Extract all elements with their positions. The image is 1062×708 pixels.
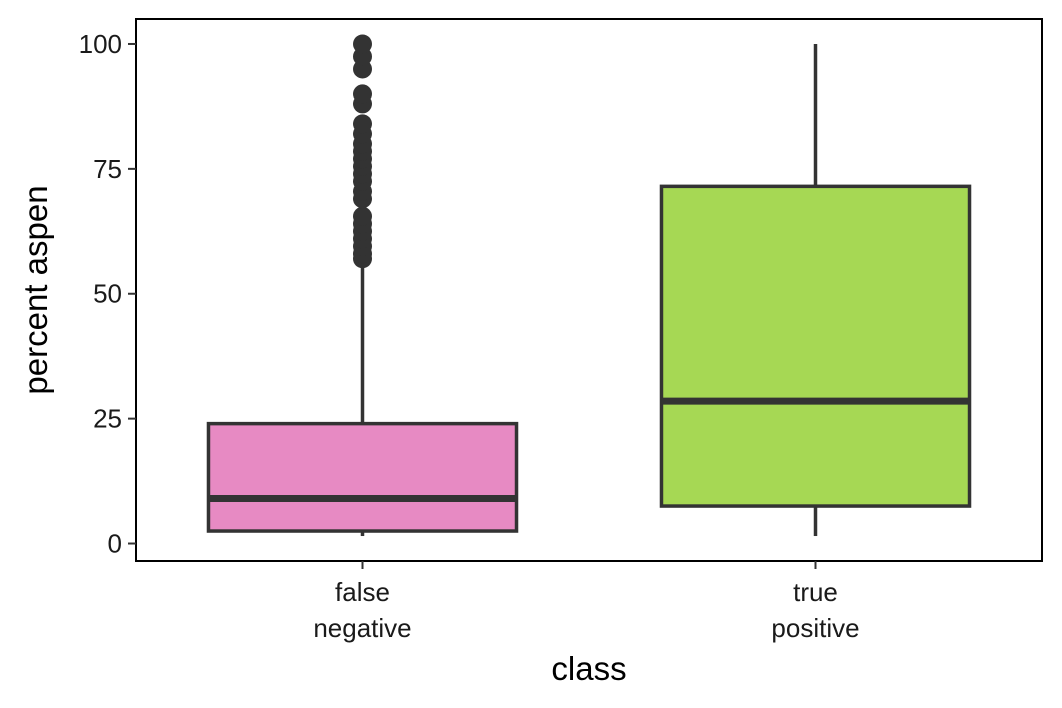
plot-panel-border xyxy=(135,18,1043,562)
box-group xyxy=(659,43,972,537)
iqr-box xyxy=(659,184,972,508)
outlier-point xyxy=(353,84,372,104)
outlier-point xyxy=(353,34,372,54)
x-tick-label-line: false xyxy=(335,577,390,607)
y-axis: 0 25 50 75 100 xyxy=(79,29,136,559)
box-group xyxy=(206,34,519,537)
outlier-point xyxy=(353,114,372,134)
x-axis-title: class xyxy=(551,650,626,687)
x-tick-label-line: negative xyxy=(313,613,411,643)
x-tick-label-line: true xyxy=(793,577,838,607)
x-tick-label: true positive xyxy=(771,577,859,643)
x-tick-label-line: positive xyxy=(771,613,859,643)
y-tick-label: 75 xyxy=(93,154,122,184)
y-tick-label: 100 xyxy=(79,29,122,59)
x-tick-label: false negative xyxy=(313,577,411,643)
x-axis: false negative true positive xyxy=(313,561,860,643)
y-tick-label: 25 xyxy=(93,404,122,434)
y-tick-label: 0 xyxy=(108,529,122,559)
outlier-point xyxy=(353,206,372,226)
iqr-box xyxy=(206,421,519,533)
y-axis-title: percent aspen xyxy=(17,185,54,394)
y-tick-label: 50 xyxy=(93,279,122,309)
boxes xyxy=(206,34,972,537)
